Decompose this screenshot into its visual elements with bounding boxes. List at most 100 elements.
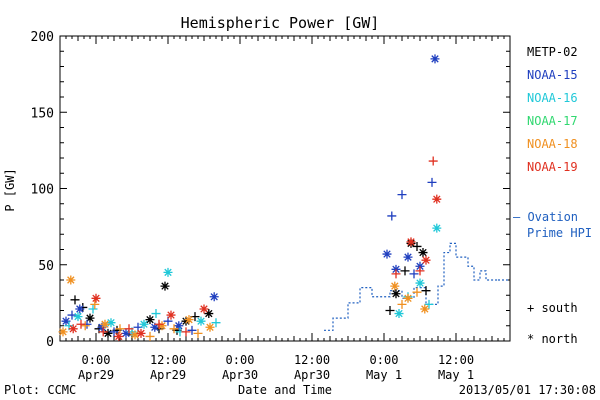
x-tick-label-date: Apr29 — [150, 368, 186, 382]
ovation-prime-hpi-line — [324, 242, 510, 331]
data-point-north — [204, 309, 214, 319]
data-point-south — [115, 324, 125, 334]
series-noaa-18 — [58, 275, 430, 341]
data-point-north — [145, 315, 155, 325]
data-point-north — [205, 322, 215, 332]
data-point-north — [174, 321, 184, 331]
data-point-north — [103, 328, 113, 338]
data-point-south — [98, 327, 108, 337]
legend-ovation-line1: — Ovation — [513, 210, 578, 224]
data-point-north — [85, 313, 95, 323]
data-point-south — [211, 318, 221, 328]
data-point-south — [187, 325, 197, 335]
data-point-south — [169, 324, 179, 334]
data-point-north — [61, 316, 71, 326]
data-point-south — [415, 266, 425, 276]
footer-plot-source: Plot: CCMC — [4, 383, 76, 397]
y-tick-label: 100 — [31, 183, 54, 198]
data-point-north — [73, 312, 83, 322]
data-points — [58, 54, 442, 341]
y-tick-label: 150 — [31, 106, 54, 121]
legend-south-marker: + south — [527, 301, 578, 315]
data-point-north — [75, 304, 85, 314]
y-tick-label: 200 — [31, 30, 54, 45]
series-noaa-16 — [64, 223, 442, 337]
data-point-north — [406, 237, 416, 247]
data-point-south — [409, 269, 419, 279]
data-point-south — [193, 328, 203, 338]
x-tick-label-date: Apr30 — [222, 368, 258, 382]
data-point-north — [415, 278, 425, 288]
data-point-south — [428, 156, 438, 166]
data-point-north — [391, 264, 401, 274]
data-point-north — [391, 289, 401, 299]
data-point-south — [109, 327, 119, 337]
data-point-north — [382, 249, 392, 259]
x-tick-label-time: 12:00 — [150, 353, 186, 367]
data-point-south — [412, 241, 422, 251]
data-point-north — [420, 304, 430, 314]
data-point-north — [421, 255, 431, 265]
data-point-south — [154, 319, 164, 329]
data-point-south — [88, 304, 98, 314]
data-point-north — [66, 275, 76, 285]
data-point-north — [415, 261, 425, 271]
data-point-north — [390, 281, 400, 291]
data-point-south — [412, 287, 422, 297]
data-point-south — [397, 190, 407, 200]
x-tick-label-date: May 1 — [366, 368, 402, 382]
legend: METP-02 NOAA-15 NOAA-16 NOAA-17 NOAA-18 … — [513, 45, 592, 346]
data-point-north — [100, 319, 110, 329]
data-point-north — [114, 331, 124, 341]
data-point-north — [403, 252, 413, 262]
data-point-south — [181, 327, 191, 337]
data-point-north — [121, 328, 131, 338]
series-noaa-15 — [61, 54, 440, 338]
data-point-north — [430, 54, 440, 64]
data-point-south — [70, 295, 80, 305]
series-noaa-19 — [68, 156, 442, 341]
data-point-north — [432, 194, 442, 204]
y-tick-label: 50 — [38, 259, 54, 274]
data-point-north — [432, 223, 442, 233]
data-point-north — [91, 293, 101, 303]
data-point-south — [145, 331, 155, 341]
data-point-north — [157, 321, 167, 331]
data-point-south — [421, 286, 431, 296]
data-point-north — [418, 248, 428, 258]
data-point-north — [403, 293, 413, 303]
x-tick-label-date: Apr29 — [78, 368, 114, 382]
data-point-north — [209, 292, 219, 302]
data-point-south — [424, 299, 434, 309]
x-tick-label-time: 12:00 — [294, 353, 330, 367]
data-point-north — [160, 281, 170, 291]
data-point-north — [196, 316, 206, 326]
data-point-north — [58, 327, 68, 337]
data-point-south — [391, 269, 401, 279]
x-tick-label-time: 0:00 — [82, 353, 111, 367]
x-tick-label-time: 0:00 — [226, 353, 255, 367]
data-point-south — [385, 306, 395, 315]
y-axis: 0 50 100 150 200 — [31, 30, 510, 350]
data-point-north — [394, 309, 404, 319]
y-axis-label: P [GW] — [3, 168, 17, 211]
plot-frame — [59, 35, 511, 342]
data-point-south — [387, 211, 397, 221]
data-point-north — [106, 318, 116, 328]
data-point-north — [68, 324, 78, 334]
data-point-north — [184, 315, 194, 325]
legend-entry-noaa-17: NOAA-17 — [527, 114, 578, 128]
data-point-south — [90, 299, 100, 309]
data-point-south — [67, 310, 77, 320]
data-point-south — [400, 266, 410, 276]
legend-ovation-line2: Prime HPI — [527, 226, 592, 240]
x-tick-label-time: 0:00 — [370, 353, 399, 367]
data-point-south — [151, 309, 161, 319]
footer-x-axis-label: Date and Time — [238, 383, 332, 397]
data-point-south — [427, 177, 437, 187]
chart-title: Hemispheric Power [GW] — [181, 14, 380, 32]
legend-entry-noaa-19: NOAA-19 — [527, 160, 578, 174]
data-point-north — [136, 328, 146, 338]
ovation-step-line — [324, 242, 498, 331]
